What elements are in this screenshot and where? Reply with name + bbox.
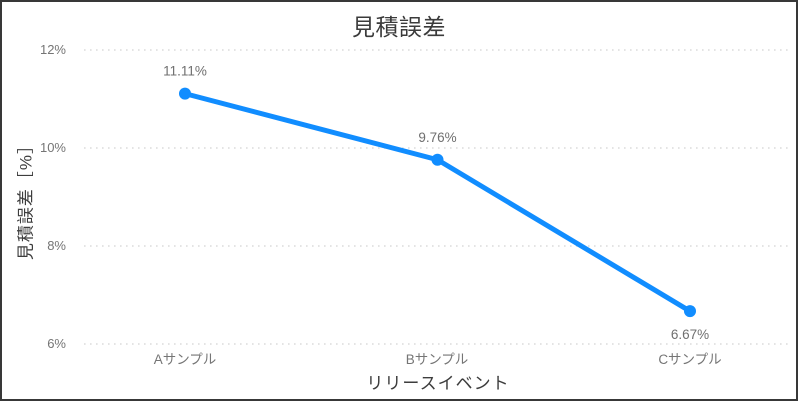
data-point-1[interactable] [431, 153, 444, 166]
point-label-1: 9.76% [418, 130, 456, 145]
point-label-2: 6.67% [671, 327, 709, 342]
y-tick-label-12: 12% [39, 42, 66, 57]
x-axis-title: リリースイベント [366, 374, 510, 393]
x-tick-label-a: Aサンプル [153, 352, 217, 367]
data-point-2[interactable] [684, 305, 696, 318]
chart-title: 見積誤差 [352, 14, 446, 40]
y-tick-label-6: 6% [47, 336, 66, 351]
line-series [182, 91, 693, 314]
data-point-0[interactable] [179, 87, 191, 100]
point-label-0: 11.11% [163, 64, 207, 79]
x-tick-label-b: Bサンプル [405, 352, 469, 367]
y-tick-label-10: 10% [39, 140, 66, 155]
x-tick-label-c: Cサンプル [658, 352, 722, 367]
y-tick-label-8: 8% [47, 238, 66, 253]
